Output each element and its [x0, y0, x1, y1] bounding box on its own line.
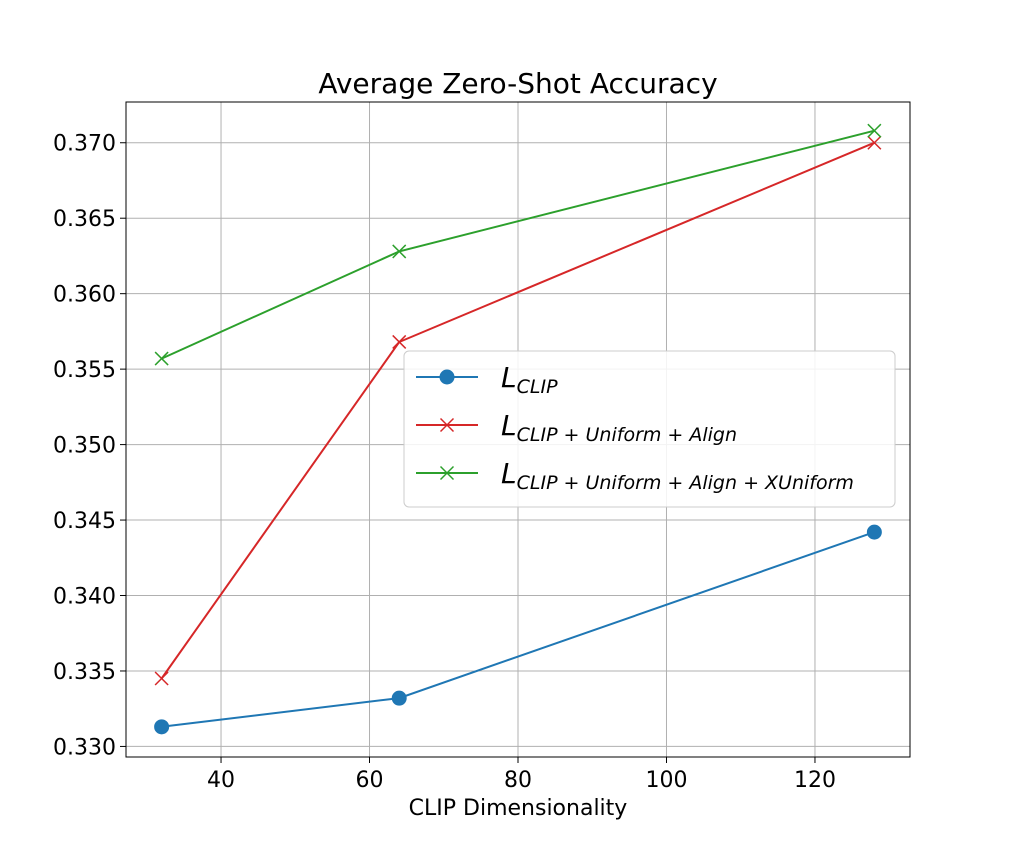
- legend-item: LCLIP: [416, 361, 558, 398]
- y-tick-label: 0.355: [53, 358, 116, 383]
- y-tick-label: 0.330: [53, 735, 116, 760]
- y-tick-label: 0.370: [53, 132, 116, 157]
- data-point: [392, 244, 407, 259]
- legend-item: LCLIP + Uniform + Align: [416, 409, 737, 446]
- x-tick-label: 100: [645, 768, 687, 793]
- y-tick-label: 0.365: [53, 207, 116, 232]
- legend-marker: [439, 465, 455, 481]
- y-tick-label: 0.360: [53, 283, 116, 308]
- series-3: [154, 123, 882, 366]
- y-tick-label: 0.345: [53, 509, 116, 534]
- data-point: [154, 719, 170, 735]
- data-point: [866, 524, 882, 540]
- axis-ticks: 40 60 80 100 120 0.330 0.335 0.340 0.345 0.350 0.3…: [53, 132, 836, 793]
- y-tick-label: 0.335: [53, 660, 116, 685]
- legend-marker: [439, 417, 455, 433]
- legend-label: LCLIP + Uniform + Align: [501, 409, 737, 446]
- y-tick-label: 0.340: [53, 585, 116, 610]
- x-axis-label: CLIP Dimensionality: [409, 796, 628, 821]
- data-point: [154, 671, 169, 686]
- legend-box: [403, 350, 896, 508]
- x-tick-label: 60: [356, 768, 384, 793]
- y-tick-label: 0.350: [53, 434, 116, 459]
- data-point: [867, 123, 882, 138]
- plot-series: [154, 123, 882, 735]
- x-tick-label: 80: [504, 768, 532, 793]
- legend-marker: [439, 369, 455, 385]
- legend-item: LCLIP + Uniform + Align + XUniform: [416, 457, 854, 494]
- series-1: [154, 524, 882, 735]
- legend: LCLIP LCLIP + Uniform + Align LCLIP + Unif…: [403, 350, 896, 508]
- legend-label: LCLIP: [501, 361, 558, 398]
- data-point: [391, 690, 407, 706]
- series-2: [154, 135, 882, 686]
- x-tick-label: 120: [794, 768, 836, 793]
- data-point: [867, 135, 882, 150]
- legend-label: LCLIP + Uniform + Align + XUniform: [501, 457, 854, 494]
- x-tick-label: 40: [207, 768, 235, 793]
- data-point: [154, 351, 169, 366]
- data-point: [392, 334, 407, 349]
- chart-title: Average Zero-Shot Accuracy: [318, 67, 717, 100]
